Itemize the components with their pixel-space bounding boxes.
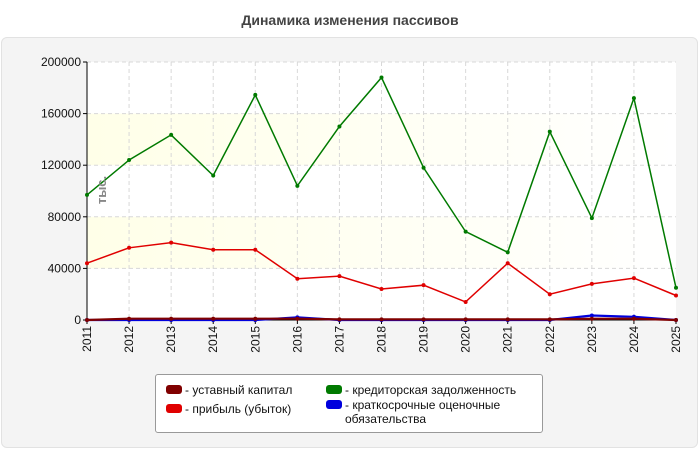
legend-label: - кредиторская задолженность <box>345 383 517 397</box>
data-point-series-0 <box>379 317 384 322</box>
data-point-series-1 <box>505 261 510 266</box>
data-point-series-2 <box>127 158 132 163</box>
data-point-series-0 <box>631 316 636 321</box>
data-point-series-2 <box>631 96 636 101</box>
data-point-series-1 <box>589 281 594 286</box>
data-point-series-1 <box>463 299 468 304</box>
data-point-series-2 <box>505 250 510 255</box>
y-tick-label: 160000 <box>41 107 81 121</box>
data-point-series-1 <box>169 240 174 245</box>
data-point-series-0 <box>674 318 678 322</box>
y-tick-label: 200000 <box>41 55 81 69</box>
data-point-series-0 <box>169 316 174 321</box>
x-tick-label: 2013 <box>164 326 178 353</box>
legend-swatch-accounts-payable <box>326 385 342 394</box>
data-point-series-2 <box>674 285 678 290</box>
data-point-series-1 <box>547 292 552 297</box>
data-point-series-1 <box>674 293 678 298</box>
x-tick-label: 2011 <box>80 326 94 352</box>
data-point-series-2 <box>547 129 552 134</box>
legend: - уставный капитал - прибыль (убыток) - … <box>155 374 543 433</box>
data-point-series-1 <box>253 247 258 252</box>
data-point-series-1 <box>337 274 342 279</box>
data-point-series-1 <box>211 247 216 252</box>
data-point-series-3 <box>589 313 594 318</box>
data-point-series-0 <box>547 317 552 322</box>
y-tick-label: 120000 <box>41 158 81 172</box>
x-tick-label: 2023 <box>585 326 599 353</box>
legend-label: - уставный капитал <box>185 383 293 397</box>
legend-label: - краткосрочные оценочные обязательства <box>345 398 501 426</box>
data-point-series-0 <box>85 318 89 322</box>
data-point-series-1 <box>631 276 636 281</box>
data-point-series-2 <box>589 216 594 221</box>
data-point-series-2 <box>337 124 342 129</box>
data-point-series-2 <box>421 165 426 170</box>
x-tick-label: 2025 <box>669 326 683 353</box>
y-axis-label: тыс. <box>94 176 109 204</box>
data-point-series-0 <box>421 317 426 322</box>
x-tick-label: 2019 <box>417 326 431 353</box>
data-point-series-0 <box>127 316 132 321</box>
x-tick-label: 2022 <box>543 326 557 353</box>
data-point-series-2 <box>85 192 89 197</box>
legend-swatch-charter-capital <box>166 385 182 394</box>
chart-title: Динамика изменения пассивов <box>241 12 459 28</box>
data-point-series-0 <box>463 317 468 322</box>
data-point-series-0 <box>295 316 300 321</box>
data-point-series-2 <box>253 92 258 97</box>
data-point-series-2 <box>379 75 384 80</box>
x-tick-label: 2014 <box>206 326 220 353</box>
y-tick-label: 0 <box>74 313 81 327</box>
x-tick-label: 2016 <box>290 326 304 353</box>
x-tick-label: 2015 <box>248 326 262 353</box>
data-point-series-2 <box>295 183 300 188</box>
x-tick-label: 2012 <box>122 326 136 353</box>
legend-label: - прибыль (убыток) <box>185 402 292 416</box>
x-tick-label: 2017 <box>332 326 346 353</box>
y-tick-label: 40000 <box>48 261 82 275</box>
data-point-series-1 <box>379 287 384 292</box>
data-point-series-1 <box>295 276 300 281</box>
y-tick-label: 80000 <box>48 210 82 224</box>
data-point-series-1 <box>421 283 426 288</box>
x-tick-label: 2018 <box>375 326 389 353</box>
data-point-series-2 <box>169 132 174 137</box>
data-point-series-1 <box>127 245 132 250</box>
data-point-series-0 <box>253 316 258 321</box>
data-point-series-0 <box>505 317 510 322</box>
x-tick-label: 2020 <box>459 326 473 353</box>
x-tick-label: 2024 <box>627 326 641 353</box>
x-tick-label: 2021 <box>501 326 515 353</box>
legend-swatch-profit <box>166 404 182 413</box>
data-point-series-0 <box>337 317 342 322</box>
legend-swatch-estimated-liabilities <box>326 400 342 409</box>
data-point-series-2 <box>463 229 468 234</box>
data-point-series-0 <box>211 316 216 321</box>
data-point-series-1 <box>85 261 89 266</box>
data-point-series-2 <box>211 173 216 178</box>
data-point-series-0 <box>589 316 594 321</box>
